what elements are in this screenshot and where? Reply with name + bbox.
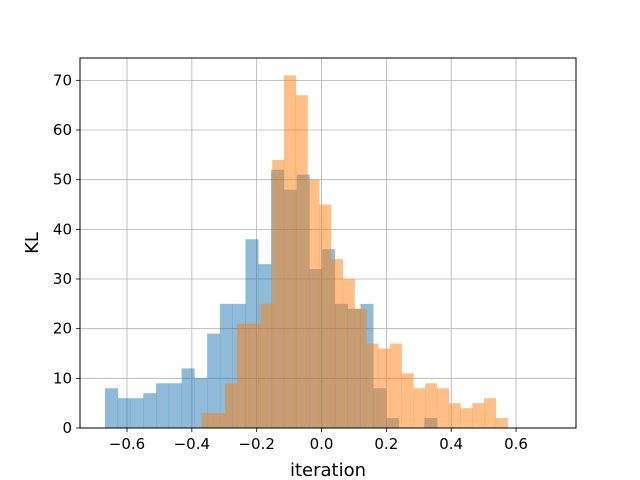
histogram-bar: [436, 388, 449, 428]
histogram-bar: [366, 343, 379, 428]
histogram-bar: [156, 383, 170, 428]
histogram-bar: [201, 413, 214, 428]
histogram-bar: [472, 403, 485, 428]
histogram-bar: [460, 408, 473, 428]
y-tick-label: 10: [53, 369, 72, 387]
histogram-bar: [130, 398, 144, 428]
histogram-bar: [207, 333, 221, 428]
grid: [80, 58, 576, 429]
bars: [104, 75, 508, 429]
histogram-bar: [248, 323, 261, 428]
histogram-bar: [331, 259, 344, 428]
histogram-bar: [295, 95, 308, 428]
histogram-bar: [260, 303, 273, 428]
y-tick-label: 0: [62, 419, 72, 437]
histogram-bar: [181, 368, 195, 428]
histogram-bar: [143, 393, 157, 428]
histogram-bar: [483, 398, 497, 428]
y-axis-label: KL: [22, 232, 43, 254]
x-tick-label: 0.2: [374, 435, 398, 453]
histogram-bar: [378, 348, 391, 428]
histogram-bar: [319, 204, 332, 428]
histogram-bar: [413, 388, 426, 428]
histogram-bar: [272, 159, 285, 429]
x-tick-label: 0.0: [310, 435, 334, 453]
ticks: −0.6 −0.4 −0.2 0.0 0.2 0.4 0.6 0 10 20 30 40 50 60 70: [53, 71, 528, 453]
y-tick-label: 40: [53, 220, 72, 238]
histogram-bar: [448, 403, 461, 428]
x-tick-label: −0.6: [109, 435, 145, 453]
histogram-bar: [213, 413, 226, 428]
histogram-bar: [495, 418, 508, 428]
histogram-bar: [425, 383, 438, 428]
histogram-bar: [389, 343, 402, 428]
histogram-bar: [225, 383, 238, 428]
x-tick-label: −0.2: [238, 435, 274, 453]
plot-frame: [79, 57, 577, 429]
y-tick-label: 60: [53, 121, 72, 139]
histogram-bar: [307, 179, 320, 428]
y-tick-label: 50: [53, 171, 72, 189]
y-tick-label: 20: [53, 320, 72, 338]
x-tick-label: 0.6: [504, 435, 528, 453]
histogram-bar: [342, 279, 355, 428]
histogram-bar: [283, 75, 297, 428]
y-tick-label: 70: [53, 71, 72, 89]
histogram-bar: [168, 383, 182, 428]
x-tick-label: 0.4: [439, 435, 463, 453]
histogram-bar: [354, 308, 367, 428]
x-tick-label: −0.4: [174, 435, 210, 453]
histogram-bar: [117, 398, 131, 428]
histogram-bar: [104, 388, 119, 428]
histogram-bar: [401, 373, 414, 428]
x-axis-label: iteration: [290, 460, 366, 480]
y-tick-label: 30: [53, 270, 72, 288]
histogram-bar: [236, 323, 249, 428]
